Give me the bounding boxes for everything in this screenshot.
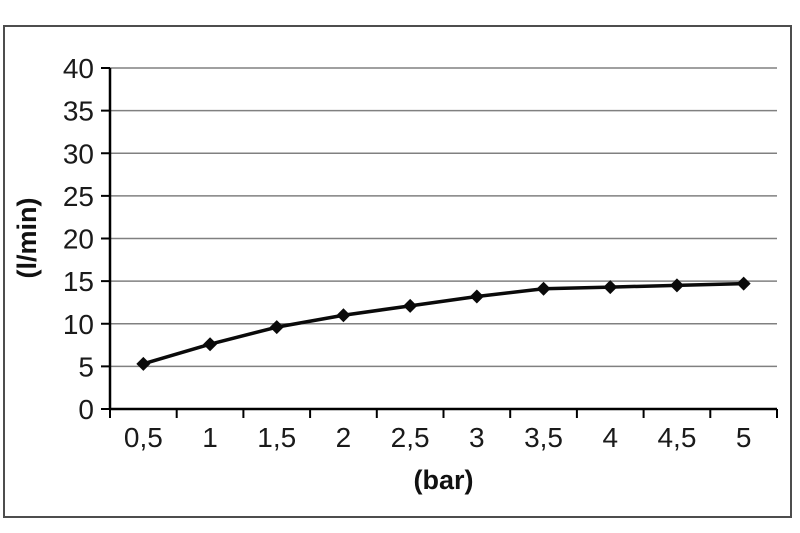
data-point-marker <box>203 337 218 352</box>
y-tick-label: 40 <box>63 53 94 84</box>
x-tick-label: 2 <box>336 422 352 453</box>
data-point-marker <box>269 320 284 335</box>
x-tick-label: 1,5 <box>257 422 296 453</box>
x-tick-label: 0,5 <box>124 422 163 453</box>
y-tick-label: 30 <box>63 138 94 169</box>
series-line <box>142 281 744 366</box>
y-tick-label: 25 <box>63 181 94 212</box>
chart-frame <box>3 25 792 518</box>
x-tick-label: 1 <box>202 422 218 453</box>
x-tick-label: 3 <box>469 422 485 453</box>
data-point-marker <box>336 308 351 323</box>
gridlines <box>110 67 777 368</box>
x-axis-title: (bar) <box>413 465 474 495</box>
data-point-marker <box>469 289 484 304</box>
y-axis-title-text: (l/min) <box>12 197 42 279</box>
data-point-marker <box>536 281 551 296</box>
y-tick-label: 20 <box>63 224 94 255</box>
tick-marks <box>101 67 778 418</box>
y-tick-label: 0 <box>78 394 94 425</box>
y-tick-label: 10 <box>63 309 94 340</box>
data-series <box>136 276 751 371</box>
x-tick-label: 2,5 <box>391 422 430 453</box>
data-point-marker <box>403 298 418 313</box>
tick-labels: 0 5 10 15 20 25 30 35 40 0,5 1 1,5 2 2,5 3 3,5 4 4,5 5 <box>63 53 752 453</box>
data-point-marker <box>603 280 618 295</box>
x-tick-label: 4,5 <box>657 422 696 453</box>
x-tick-label: 3,5 <box>524 422 563 453</box>
x-tick-label: 5 <box>736 422 752 453</box>
data-point-marker <box>136 356 151 371</box>
y-tick-label: 35 <box>63 96 94 127</box>
y-tick-label: 5 <box>78 351 94 382</box>
y-tick-label: 15 <box>63 266 94 297</box>
x-tick-label: 4 <box>602 422 618 453</box>
data-point-marker <box>736 276 751 291</box>
data-point-marker <box>669 278 684 293</box>
